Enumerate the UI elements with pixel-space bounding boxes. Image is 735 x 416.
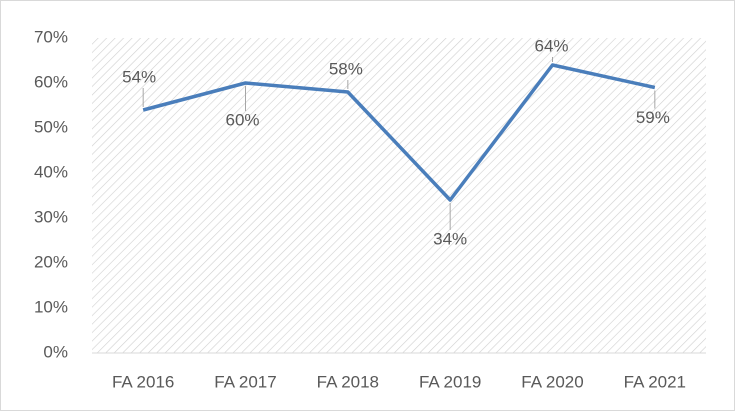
x-tick-label: FA 2018 [317, 372, 379, 391]
y-tick-label: 0% [43, 342, 68, 361]
data-label: 60% [225, 110, 259, 129]
x-tick-label: FA 2019 [419, 372, 481, 391]
y-tick-label: 10% [34, 297, 68, 316]
y-tick-label: 70% [34, 27, 68, 46]
y-tick-label: 20% [34, 252, 68, 271]
y-tick-label: 50% [34, 117, 68, 136]
x-tick-label: FA 2017 [214, 372, 276, 391]
data-line [142, 63, 656, 202]
data-label: 54% [122, 67, 156, 86]
y-tick-label: 40% [34, 162, 68, 181]
data-label: 64% [534, 36, 568, 55]
y-tick-label: 30% [34, 207, 68, 226]
x-tick-label: FA 2020 [521, 372, 583, 391]
plot-area [92, 38, 706, 353]
y-tick-label: 60% [34, 72, 68, 91]
x-tick-label: FA 2021 [624, 372, 686, 391]
x-tick-label: FA 2016 [112, 372, 174, 391]
data-label: 59% [636, 108, 670, 127]
data-label: 34% [433, 229, 467, 248]
data-label: 58% [329, 59, 363, 78]
